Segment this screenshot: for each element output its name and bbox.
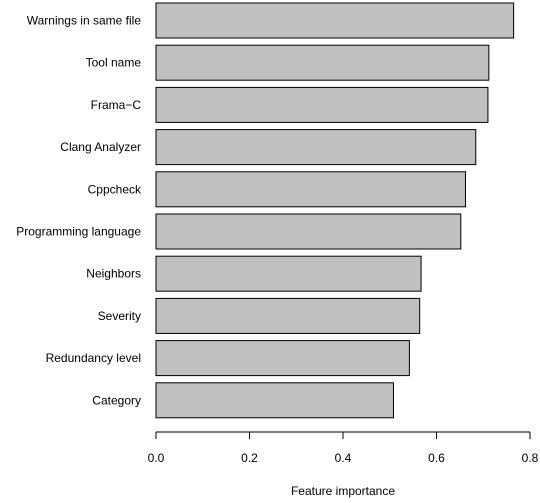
bar-8 bbox=[155, 340, 410, 377]
bar-2 bbox=[155, 86, 489, 123]
x-tick-label: 0.8 bbox=[522, 451, 539, 465]
x-tick-label: 0.6 bbox=[428, 451, 445, 465]
category-labels: Warnings in same file Tool name Frama−C Cla… bbox=[16, 14, 142, 408]
x-axis: 0.0 0.2 0.4 0.6 0.8 bbox=[148, 431, 539, 465]
bars bbox=[155, 2, 515, 419]
bar-5 bbox=[155, 213, 462, 250]
bar-9 bbox=[155, 382, 394, 419]
x-tick-label: 0.4 bbox=[335, 451, 352, 465]
category-label: Clang Analyzer bbox=[60, 140, 141, 154]
x-tick-label: 0.0 bbox=[148, 451, 165, 465]
bar-4 bbox=[155, 171, 466, 208]
x-axis-title: Feature importance bbox=[291, 484, 395, 498]
category-label: Warnings in same file bbox=[27, 14, 142, 28]
category-label: Neighbors bbox=[86, 267, 141, 281]
category-label: Redundancy level bbox=[46, 351, 141, 365]
category-label: Severity bbox=[98, 309, 141, 323]
category-label: Tool name bbox=[86, 56, 142, 70]
category-label: Frama−C bbox=[91, 98, 142, 112]
bar-0 bbox=[155, 2, 515, 39]
category-label: Category bbox=[92, 393, 141, 407]
bar-6 bbox=[155, 255, 422, 292]
x-tick-label: 0.2 bbox=[241, 451, 258, 465]
category-label: Programming language bbox=[16, 225, 141, 239]
category-label: Cppcheck bbox=[88, 182, 142, 196]
bar-7 bbox=[155, 297, 421, 334]
bar-1 bbox=[155, 44, 490, 81]
bar-3 bbox=[155, 129, 477, 166]
